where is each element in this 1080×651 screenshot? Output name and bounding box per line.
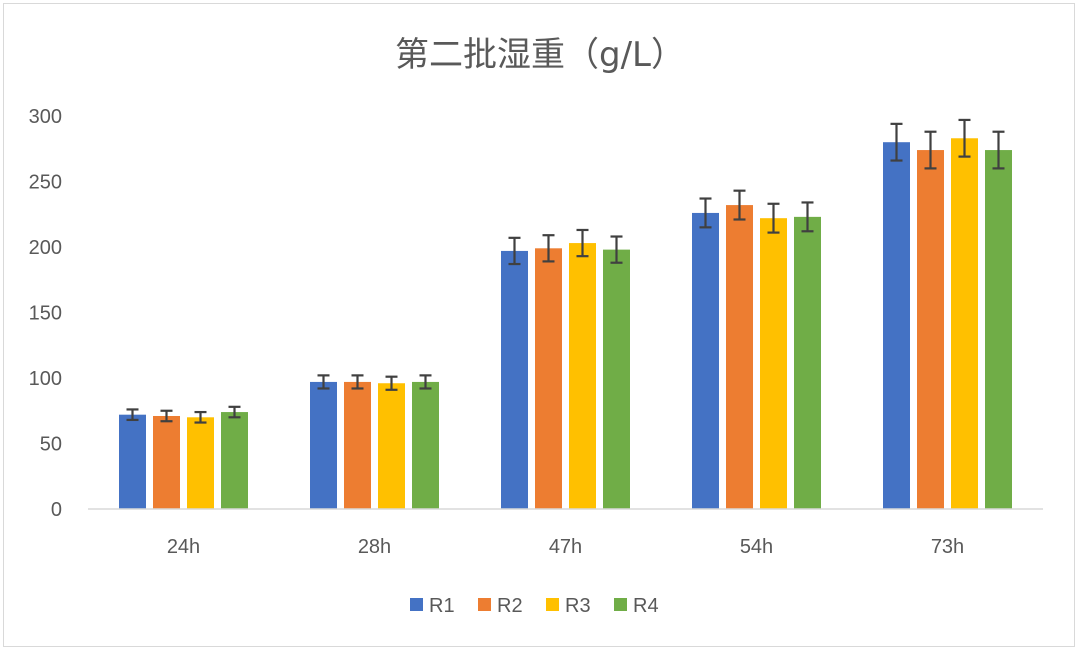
plot-area: 0 50 100 150 200 250 300 24h 28h 47h 54h 73h	[29, 106, 1043, 558]
bar-r1-73h	[883, 142, 910, 509]
bar-r2-28h	[344, 381, 371, 509]
error-bar-r1-28h	[317, 374, 330, 390]
error-bar-r1-73h	[890, 122, 903, 162]
legend-swatch	[614, 598, 627, 611]
error-bar-r1-24h	[126, 408, 139, 422]
bar-r4-28h	[412, 381, 439, 509]
x-tick-label: 54h	[740, 536, 773, 558]
error-bar-r4-47h	[610, 235, 623, 264]
chart-title: 第二批湿重（g/L）	[395, 35, 685, 75]
y-tick-label: 200	[29, 237, 62, 259]
error-bar-r3-24h	[194, 410, 207, 424]
legend-label: R4	[633, 595, 659, 617]
legend-label: R1	[429, 595, 455, 617]
bar-r3-28h	[378, 383, 405, 509]
error-bar-r2-28h	[351, 374, 364, 390]
y-tick-label: 50	[40, 434, 62, 456]
error-bar-r3-28h	[385, 375, 398, 391]
bar-r3-24h	[187, 417, 214, 509]
x-tick-label: 73h	[931, 536, 964, 558]
x-tick-label: 47h	[549, 536, 582, 558]
bar-r2-73h	[917, 150, 944, 509]
error-bar-r1-54h	[699, 197, 712, 229]
y-tick-label: 100	[29, 368, 62, 390]
error-bar-r3-54h	[767, 202, 780, 234]
bar-r1-54h	[692, 212, 719, 509]
error-bar-r4-28h	[419, 374, 432, 390]
legend-label: R3	[565, 595, 591, 617]
bar-r3-54h	[760, 218, 787, 509]
error-bar-r2-54h	[733, 189, 746, 221]
error-bar-r4-73h	[992, 130, 1005, 170]
bar-r2-24h	[153, 415, 180, 509]
bar-r2-47h	[535, 248, 562, 509]
y-tick-label: 0	[51, 499, 62, 521]
error-bar-r2-73h	[924, 130, 937, 170]
legend-swatch	[478, 598, 491, 611]
legend-swatch	[546, 598, 559, 611]
y-tick-label: 250	[29, 172, 62, 194]
y-tick-label: 150	[29, 303, 62, 325]
bar-r4-73h	[985, 150, 1012, 509]
x-tick-label: 28h	[358, 536, 391, 558]
bar-r4-54h	[794, 216, 821, 509]
legend-swatch	[410, 598, 423, 611]
legend: R1 R2 R3 R4	[410, 595, 659, 617]
error-bar-r4-24h	[228, 405, 241, 419]
bar-r1-24h	[119, 414, 146, 509]
error-bar-r3-73h	[958, 118, 971, 158]
legend-item-r3: R3	[546, 595, 591, 617]
bar-r2-54h	[726, 205, 753, 509]
y-tick-label: 300	[29, 106, 62, 128]
legend-label: R2	[497, 595, 523, 617]
bar-r1-47h	[501, 250, 528, 509]
error-bar-r1-47h	[508, 236, 521, 266]
error-bar-r2-24h	[160, 409, 173, 423]
bar-r1-28h	[310, 381, 337, 509]
bar-r3-47h	[569, 243, 596, 509]
error-bar-r4-54h	[801, 201, 814, 233]
bar-r3-73h	[951, 138, 978, 509]
bar-r4-24h	[221, 412, 248, 509]
legend-item-r4: R4	[614, 595, 659, 617]
legend-item-r2: R2	[478, 595, 523, 617]
bar-r4-47h	[603, 249, 630, 509]
error-bar-r3-47h	[576, 228, 589, 258]
legend-item-r1: R1	[410, 595, 455, 617]
error-bar-r2-47h	[542, 234, 555, 263]
x-tick-label: 24h	[167, 536, 200, 558]
